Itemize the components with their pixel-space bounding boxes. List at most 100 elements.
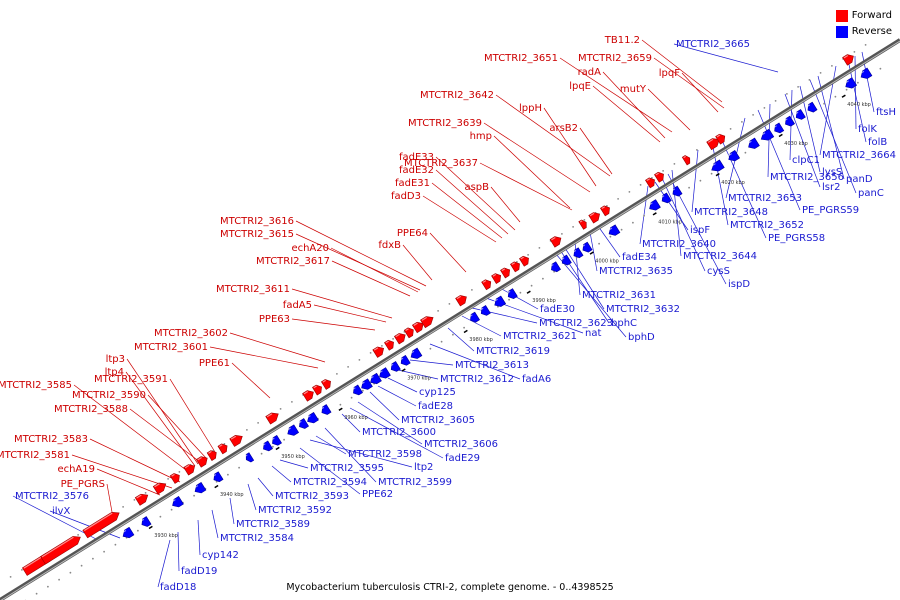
map-caption: Mycobacterium tuberculosis CTRI-2, compl… xyxy=(286,582,614,593)
tick-dot xyxy=(429,347,432,350)
forward-gene-arrow xyxy=(510,261,520,273)
tick-dot xyxy=(710,172,713,175)
tick-dot xyxy=(553,270,555,273)
forward-gene-label-leader xyxy=(89,438,181,483)
reverse-gene-label: MTCTRI2_3621 xyxy=(503,331,577,342)
reverse-gene-arrow xyxy=(671,185,683,197)
tick-dot xyxy=(508,298,510,301)
reverse-gene-label: MTCTRI2_3606 xyxy=(424,439,498,450)
reverse-gene-label: MTCTRI2_3589 xyxy=(236,519,310,530)
forward-gene-label-leader xyxy=(435,169,509,235)
forward-gene-label-leader xyxy=(295,233,421,291)
forward-gene-label-leader xyxy=(291,288,393,319)
reverse-gene-label-leader xyxy=(461,315,502,337)
forward-gene-arrow xyxy=(500,267,511,279)
tick-dot xyxy=(77,534,79,536)
tick-dot xyxy=(21,569,23,571)
reverse-gene-arrow xyxy=(859,67,873,79)
reverse-gene-label: fadE34 xyxy=(622,252,657,263)
forward-gene-label-leader xyxy=(291,318,376,331)
forward-gene-label: lpqE xyxy=(569,81,591,92)
tick-dot xyxy=(369,352,372,354)
reverse-gene-label: cysS xyxy=(707,266,730,277)
reverse-gene-arrow xyxy=(369,372,382,385)
tick-dot xyxy=(879,67,882,70)
forward-gene-label-leader xyxy=(96,468,161,496)
reverse-gene-arrow xyxy=(493,295,507,307)
reverse-gene-label: MTCTRI2_3623 xyxy=(539,318,613,329)
forward-gene-label: MTCTRI2_3591 xyxy=(94,374,168,385)
forward-gene-label: arsB2 xyxy=(549,123,578,134)
forward-gene-arrow xyxy=(420,316,434,329)
forward-gene-label: PPE64 xyxy=(397,228,428,239)
tick-dot xyxy=(857,81,859,84)
reverse-gene-label: MTCTRI2_3640 xyxy=(642,239,716,250)
kbp-tick-mark xyxy=(275,446,280,451)
forward-gene-arrow xyxy=(411,321,424,334)
forward-gene-label: MTCTRI2_3581 xyxy=(0,450,70,461)
kbp-tick-label: 3950 kbp xyxy=(281,454,305,460)
reverse-gene-label: fadD18 xyxy=(160,582,196,593)
tick-dot xyxy=(144,492,147,494)
reverse-gene-arrow xyxy=(469,311,480,323)
tick-dot xyxy=(448,303,451,305)
kbp-tick-label: 3930 kbp xyxy=(154,533,178,539)
reverse-gene-arrow xyxy=(171,496,184,508)
reverse-gene-label: MTCTRI2_3631 xyxy=(582,290,656,301)
reverse-gene-label-leader xyxy=(597,225,621,258)
forward-gene-arrow xyxy=(384,339,394,351)
forward-gene-arrow xyxy=(302,390,314,402)
reverse-gene-arrow xyxy=(648,199,661,211)
tick-dot xyxy=(178,471,181,473)
reverse-gene-label: MTCTRI2_3632 xyxy=(606,304,680,315)
forward-gene-label: ltp3 xyxy=(106,354,125,365)
forward-gene-label: aspB xyxy=(464,182,489,193)
forward-gene-label: MTCTRI2_3616 xyxy=(220,216,294,227)
kbp-tick-mark xyxy=(715,172,720,177)
tick-dot xyxy=(583,219,586,221)
tick-dot xyxy=(336,373,338,375)
reverse-gene-arrow xyxy=(727,150,741,162)
forward-gene-label-leader xyxy=(71,454,173,489)
tick-dot xyxy=(9,576,12,578)
reverse-gene-label-leader xyxy=(661,177,706,272)
tick-dot xyxy=(620,228,623,231)
reverse-gene-arrow xyxy=(140,516,152,527)
legend-item-forward: Forward xyxy=(835,8,892,24)
reverse-gene-arrow xyxy=(479,305,491,316)
reverse-gene-label: MTCTRI2_3584 xyxy=(220,533,294,544)
reverse-gene-label-leader xyxy=(271,465,292,483)
forward-gene-arrow xyxy=(321,379,331,390)
reverse-gene-label-leader xyxy=(247,483,257,511)
reverse-gene-label: MTCTRI2_3598 xyxy=(348,449,422,460)
tick-dot xyxy=(69,571,72,574)
reverse-gene-label: PE_PGRS58 xyxy=(768,233,825,244)
tick-dot xyxy=(227,473,229,476)
reverse-gene-label-leader xyxy=(12,495,99,541)
reverse-gene-label: MTCTRI2_3593 xyxy=(275,491,349,502)
forward-gene-label-leader xyxy=(402,244,433,281)
tick-dot xyxy=(358,359,361,361)
reverse-gene-arrow xyxy=(271,434,282,446)
tick-dot xyxy=(440,340,443,343)
tick-dot xyxy=(58,578,60,581)
kbp-tick-mark xyxy=(148,525,153,530)
tick-dot xyxy=(362,389,364,392)
reverse-gene-arrow xyxy=(212,471,224,483)
forward-gene-label: echA19 xyxy=(57,464,95,475)
tick-dot xyxy=(662,170,664,172)
forward-gene-label: MTCTRI2_3659 xyxy=(578,53,652,64)
legend-forward-label: Forward xyxy=(851,10,892,21)
tick-dot xyxy=(845,88,848,91)
forward-gene-label-leader xyxy=(209,346,319,369)
forward-gene-label: fadE33 xyxy=(399,152,434,163)
kbp-tick-label: 3990 kbp xyxy=(532,298,556,304)
forward-gene-label: fadE32 xyxy=(399,165,434,176)
tick-dot xyxy=(92,557,94,560)
tick-dot xyxy=(238,466,241,469)
reverse-gene-label-leader xyxy=(397,369,439,380)
forward-gene-label-leader xyxy=(313,304,387,323)
forward-gene-label-leader xyxy=(490,186,521,223)
tick-dot xyxy=(673,163,676,165)
tick-dot xyxy=(853,51,856,53)
